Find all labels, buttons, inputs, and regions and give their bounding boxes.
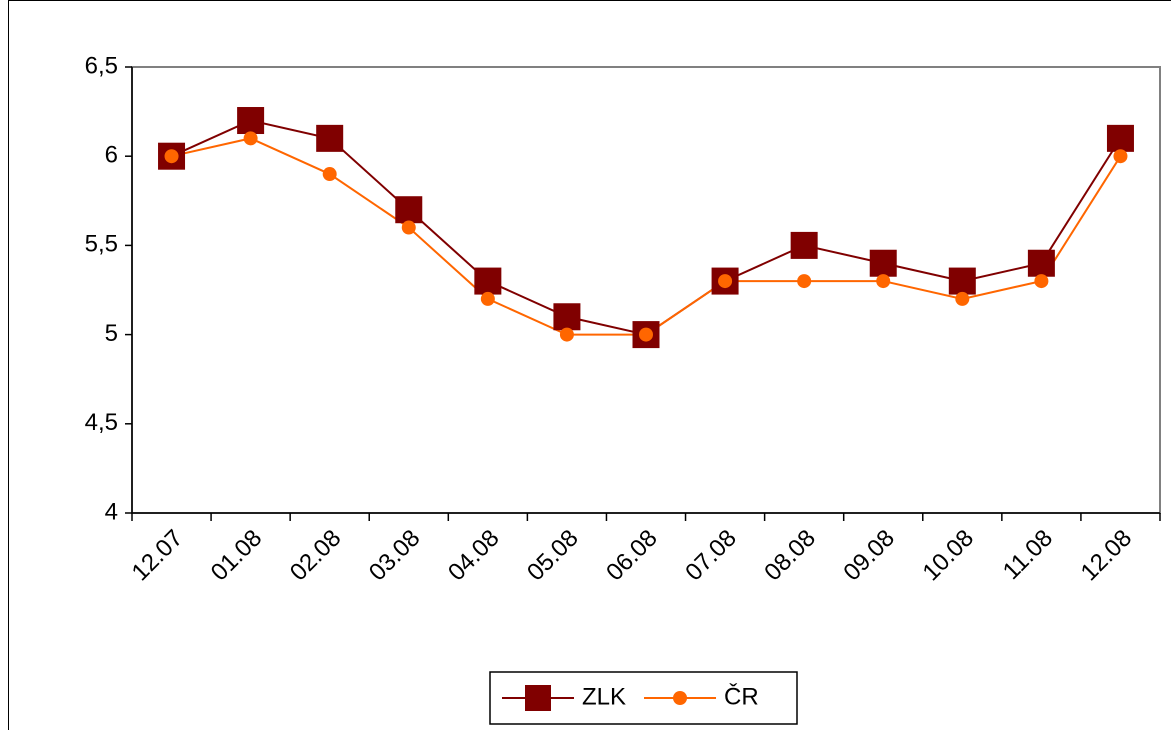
legend-label: ZLK <box>582 683 626 710</box>
marker <box>955 291 970 306</box>
legend-marker <box>673 691 688 705</box>
y-tick-label: 5,5 <box>85 231 118 258</box>
plot-area <box>131 66 1161 514</box>
marker <box>718 274 733 289</box>
marker <box>480 291 495 306</box>
marker <box>316 124 344 152</box>
marker <box>395 196 423 224</box>
marker <box>1034 274 1049 289</box>
y-tick-label: 4 <box>105 498 118 525</box>
marker <box>790 231 818 259</box>
marker <box>243 131 258 146</box>
marker <box>639 327 653 342</box>
y-tick-label: 6,5 <box>85 52 118 79</box>
legend-marker <box>525 685 551 711</box>
marker <box>948 267 976 295</box>
marker <box>797 274 812 289</box>
legend-label: ČR <box>724 682 759 710</box>
marker <box>237 107 265 135</box>
marker <box>553 303 581 331</box>
marker <box>869 249 897 277</box>
marker <box>474 267 502 295</box>
marker <box>401 220 416 235</box>
marker <box>1106 124 1134 152</box>
marker <box>164 149 179 164</box>
marker <box>322 167 337 182</box>
y-tick-label: 5 <box>105 320 118 347</box>
marker <box>876 274 891 289</box>
marker <box>1027 249 1055 277</box>
marker <box>1113 149 1128 164</box>
legend: ZLK ČR <box>489 671 798 725</box>
y-tick-label: 4,5 <box>85 409 118 436</box>
marker <box>559 327 574 342</box>
y-tick-label: 6 <box>105 142 118 169</box>
